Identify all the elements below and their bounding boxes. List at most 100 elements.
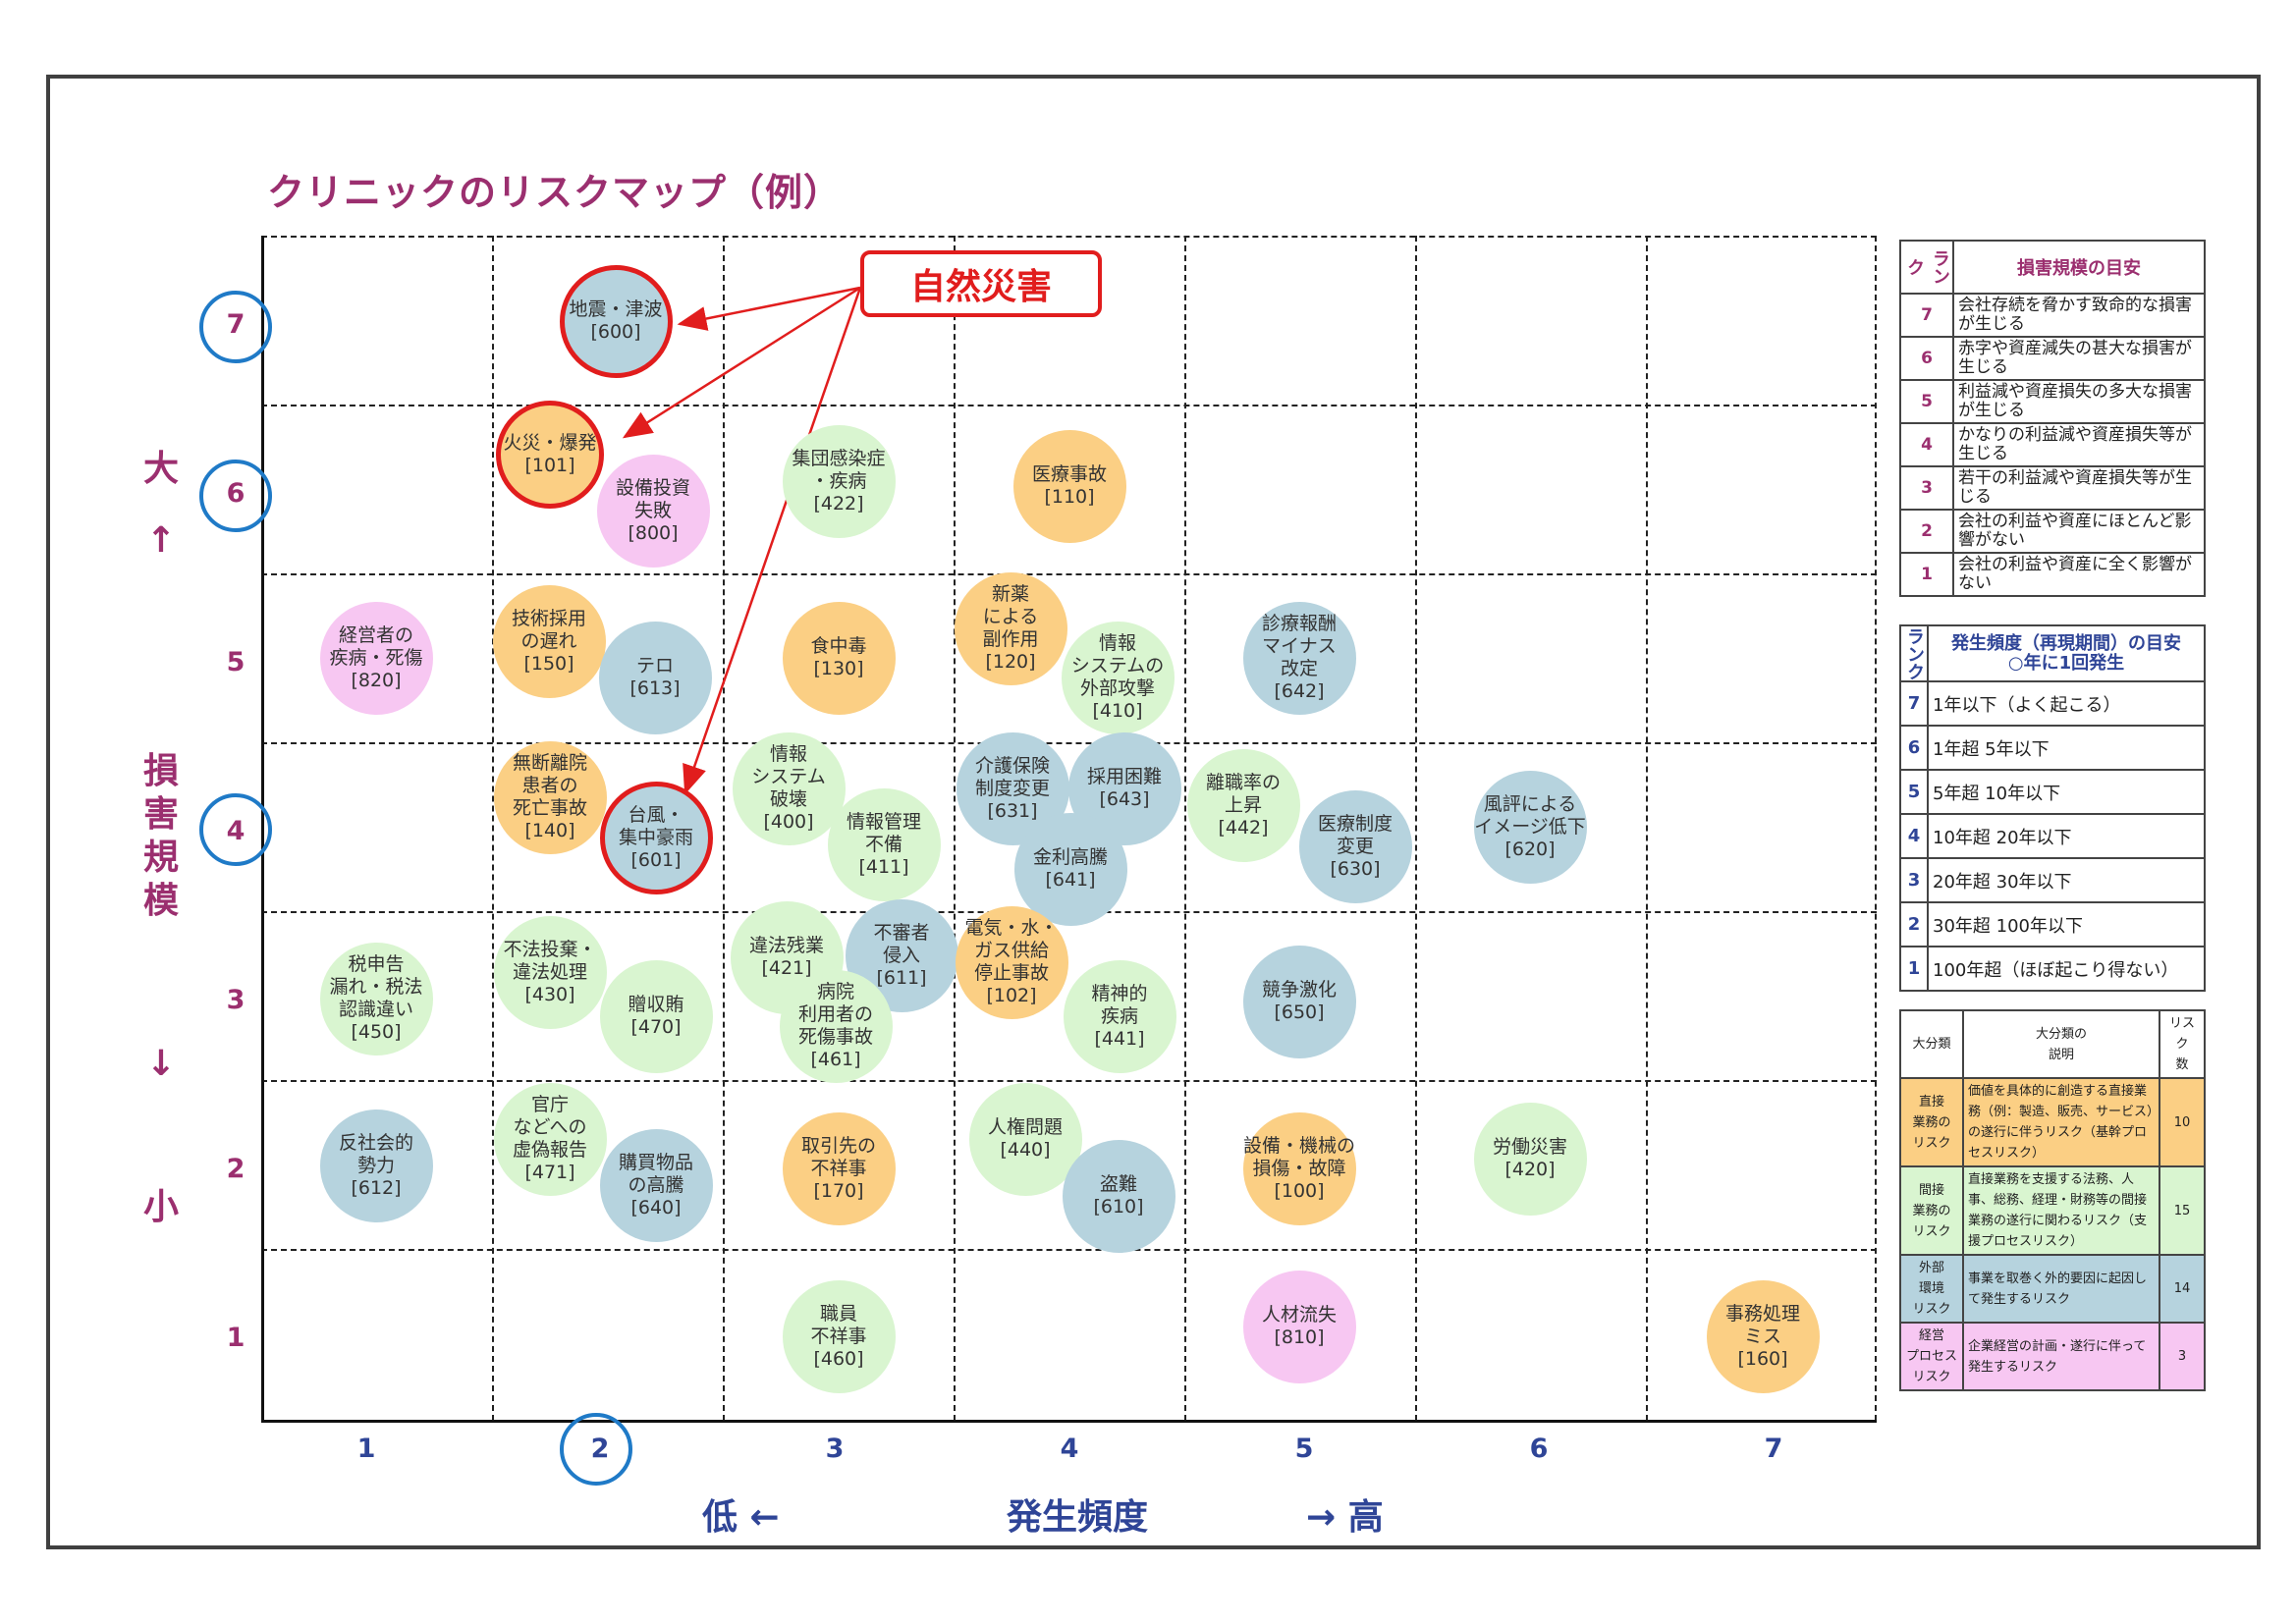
category-desc: 価値を具体的に創造する直接業務（例：製造、販売、サービス）の遂行に伴うリスク（基… — [1963, 1078, 2159, 1166]
y-tick-label: 3 — [216, 985, 255, 1015]
risk-code: [810] — [1262, 1326, 1337, 1349]
risk-label: 病院 利用者の 死傷事故 — [798, 981, 873, 1049]
risk-bubble: 技術採用 の遅れ [150] — [493, 585, 606, 698]
up-arrow: ↑ — [137, 520, 186, 561]
grid-hline — [261, 405, 1877, 406]
risk-code: [600] — [569, 321, 662, 344]
risk-label: 診療報酬 マイナス 改定 — [1262, 613, 1337, 680]
page-title: クリニックのリスクマップ（例） — [267, 162, 842, 216]
rank-cell: 5 — [1900, 770, 1928, 814]
grid-vline — [1646, 236, 1648, 1421]
category-name: 間接 業務の リスク — [1900, 1166, 1963, 1255]
risk-code: [611] — [873, 967, 929, 990]
risk-label: 違法残業 — [749, 935, 824, 957]
risk-bubble: 官庁 などへの 虚偽報告 [471] — [494, 1083, 607, 1196]
risk-code: [441] — [1091, 1028, 1147, 1051]
rank-cell: 2 — [1900, 510, 1953, 553]
risk-code: [601] — [619, 849, 693, 872]
category-name: 経営 プロセス リスク — [1900, 1323, 1963, 1390]
risk-bubble: 購買物品 の高騰 [640] — [600, 1129, 713, 1242]
grid-vline — [492, 236, 494, 1421]
risk-code: [102] — [964, 985, 1058, 1007]
risk-code: [140] — [513, 820, 587, 842]
risk-bubble: 反社会的 勢力 [612] — [320, 1110, 433, 1222]
category-count: 15 — [2159, 1166, 2205, 1255]
rank-cell: 1 — [1900, 553, 1953, 596]
risk-label: 電気・水・ ガス供給 停止事故 — [964, 917, 1058, 985]
risk-code: [101] — [503, 455, 596, 477]
y-tick-highlight-ring — [199, 460, 272, 532]
risk-bubble: 人材流失 [810] — [1243, 1271, 1356, 1383]
risk-bubble: 風評による イメージ低下 [620] — [1474, 771, 1587, 884]
grid-hline — [261, 1080, 1877, 1082]
risk-label: 情報管理 不備 — [847, 811, 921, 856]
risk-label: 食中毒 — [810, 635, 866, 658]
risk-bubble: 取引先の 不祥事 [170] — [783, 1112, 896, 1225]
grid-hline — [261, 1249, 1877, 1251]
x-tick-label: 6 — [1519, 1434, 1558, 1464]
risk-code: [400] — [751, 811, 825, 834]
frequency-desc: 5年超 10年以下 — [1928, 770, 2205, 814]
rank-cell: 1 — [1900, 947, 1928, 991]
risk-label: 官庁 などへの 虚偽報告 — [513, 1094, 587, 1162]
natural-disaster-callout: 自然災害 — [860, 250, 1102, 317]
category-name: 外部 環境 リスク — [1900, 1255, 1963, 1323]
frequency-desc: 100年超（ほぼ起こり得ない） — [1928, 947, 2205, 991]
risk-bubble: 経営者の 疾病・死傷 [820] — [320, 602, 433, 715]
rank-cell: 4 — [1900, 423, 1953, 466]
risk-bubble: 事務処理 ミス [160] — [1707, 1280, 1820, 1393]
risk-code: [160] — [1725, 1348, 1800, 1371]
severity-desc: 赤字や資産減失の甚大な損害が生じる — [1953, 337, 2205, 380]
frequency-row: 4 10年超 20年以下 — [1900, 814, 2205, 858]
x-tick-label: 1 — [347, 1434, 386, 1464]
risk-code: [800] — [616, 522, 690, 545]
category-count-header: リスク 数 — [2159, 1010, 2205, 1078]
severity-desc: 利益減や資産損失の多大な損害が生じる — [1953, 380, 2205, 423]
risk-bubble: 医療制度 変更 [630] — [1299, 790, 1412, 903]
risk-code: [610] — [1093, 1196, 1143, 1218]
risk-label: 購買物品 の高騰 — [619, 1152, 693, 1197]
severity-row: 7 会社存続を脅かす致命的な損害が生じる — [1900, 294, 2205, 337]
risk-code: [612] — [339, 1177, 413, 1200]
risk-code: [450] — [329, 1021, 422, 1044]
frequency-table-header: 発生頻度（再現期間）の目安 ○年に1回発生 — [1928, 625, 2205, 681]
rank-header: ランク — [1900, 625, 1928, 681]
risk-code: [150] — [512, 653, 586, 676]
x-tick-label: 5 — [1285, 1434, 1324, 1464]
risk-bubble: 情報 システム 破壊 [400] — [733, 732, 846, 845]
risk-code: [820] — [329, 670, 422, 692]
risk-label: 設備投資 失敗 — [616, 477, 690, 522]
x-axis-low-label: 低 ← — [702, 1489, 780, 1540]
rank-cell: 4 — [1900, 814, 1928, 858]
category-desc-header: 大分類の 説明 — [1963, 1010, 2159, 1078]
frequency-header-line1: 発生頻度（再現期間）の目安 — [1933, 634, 2200, 654]
severity-desc: 会社の利益や資産にほとんど影響がない — [1953, 510, 2205, 553]
x-tick-label: 4 — [1050, 1434, 1089, 1464]
frequency-desc: 30年超 100年以下 — [1928, 902, 2205, 947]
y-tick-label: 1 — [216, 1323, 255, 1353]
severity-desc: 若干の利益減や資産損失等が生じる — [1953, 466, 2205, 510]
category-row: 経営 プロセス リスク 企業経営の計画・遂行に伴って発生するリスク 3 — [1900, 1323, 2205, 1390]
risk-label: 事務処理 ミス — [1725, 1303, 1800, 1348]
severity-desc: かなりの利益減や資産損失等が生じる — [1953, 423, 2205, 466]
risk-label: 介護保険 制度変更 — [975, 755, 1050, 800]
risk-bubble: 集団感染症 ・疾病 [422] — [783, 425, 896, 538]
risk-label: 不法投棄・ 違法処理 — [503, 939, 596, 984]
risk-label: 競争激化 — [1262, 979, 1337, 1001]
y-axis-low-label: 小 — [137, 1178, 186, 1229]
risk-code: [642] — [1262, 680, 1337, 703]
risk-bubble: 不法投棄・ 違法処理 [430] — [494, 916, 607, 1029]
severity-desc: 会社存続を脅かす致命的な損害が生じる — [1953, 294, 2205, 337]
risk-label: 新薬 による 副作用 — [982, 583, 1038, 651]
risk-code: [470] — [628, 1016, 683, 1039]
severity-row: 4 かなりの利益減や資産損失等が生じる — [1900, 423, 2205, 466]
risk-label: 反社会的 勢力 — [339, 1132, 413, 1177]
category-table: 大分類 大分類の 説明 リスク 数 直接 業務の リスク 価値を具体的に創造する直… — [1899, 1009, 2206, 1391]
risk-label: 情報 システム 破壊 — [751, 743, 825, 811]
rank-header: ランク — [1900, 241, 1953, 294]
x-axis-high-label: → 高 — [1306, 1489, 1384, 1540]
x-tick-label: 3 — [815, 1434, 854, 1464]
grid-vline — [1415, 236, 1417, 1421]
frequency-row: 3 20年超 30年以下 — [1900, 858, 2205, 902]
risk-bubble: 地震・津波 [600] — [560, 265, 673, 378]
